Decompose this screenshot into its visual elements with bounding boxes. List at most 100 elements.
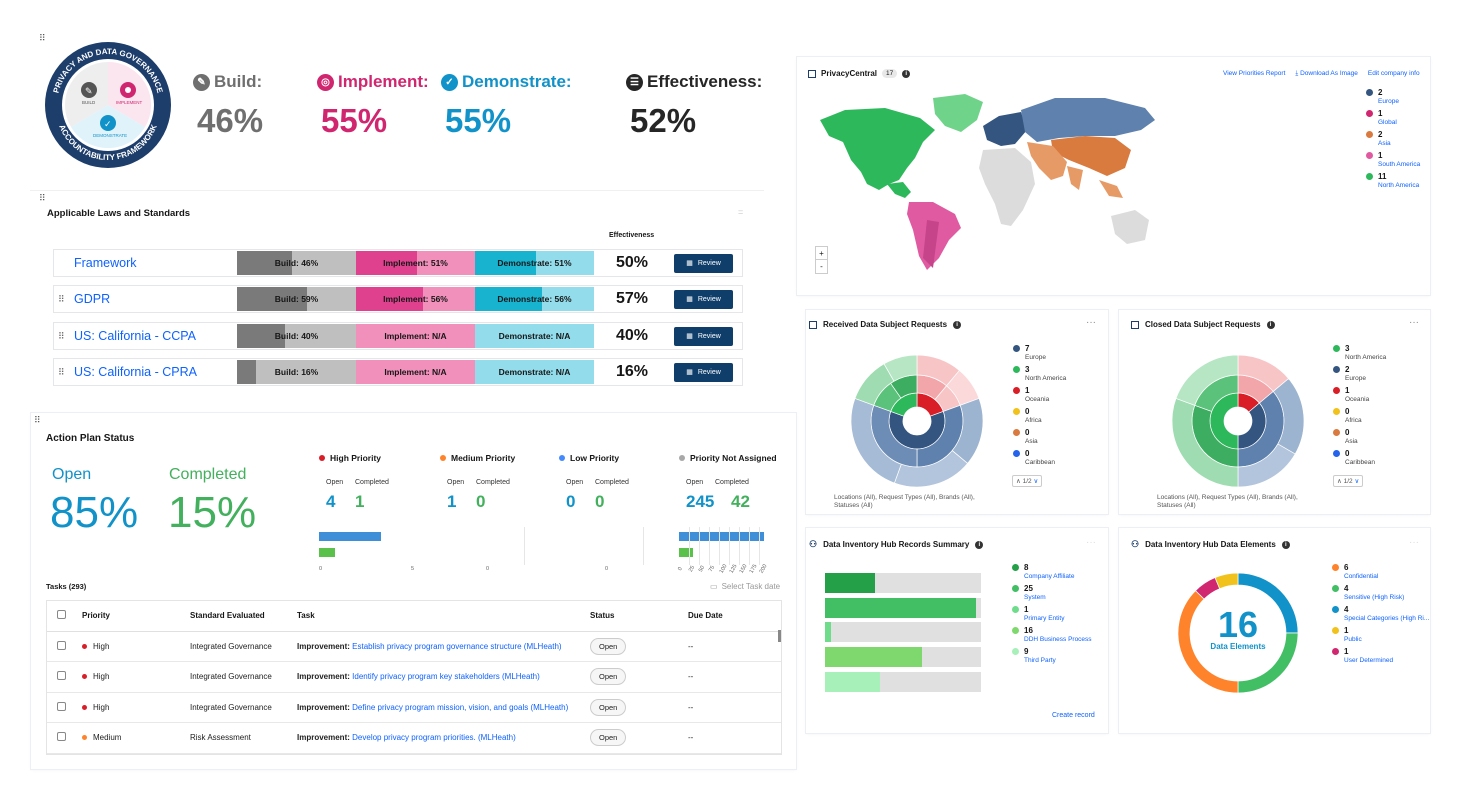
record-bar-track[interactable]	[825, 672, 981, 692]
info-icon[interactable]: i	[953, 320, 962, 329]
status-badge[interactable]: Open	[590, 637, 627, 655]
download-image-link[interactable]: ⤓ Download As Image	[1295, 70, 1358, 77]
status-badge[interactable]: Open	[590, 698, 627, 716]
legend-item[interactable]: 4 Sensitive (High Risk)	[1332, 584, 1429, 601]
legend-item[interactable]: 1 Oceania	[1013, 386, 1066, 403]
info-icon[interactable]: i	[902, 69, 911, 78]
collapse-icon[interactable]: =	[738, 207, 744, 217]
law-name[interactable]: US: California - CCPA	[74, 329, 197, 343]
legend-item[interactable]: 1 Oceania	[1333, 386, 1386, 403]
legend-item[interactable]: 1 Primary Entity	[1012, 605, 1092, 622]
legend-item[interactable]: 2 Asia	[1366, 130, 1420, 147]
legend-item[interactable]: 0 Africa	[1013, 407, 1066, 424]
drag-handle-icon[interactable]: ⠿	[58, 293, 65, 304]
row-checkbox[interactable]	[57, 701, 66, 711]
law-name[interactable]: GDPR	[74, 292, 111, 306]
sunburst-segment[interactable]	[883, 354, 918, 382]
table-row[interactable]: High Integrated Governance Improvement: Id…	[47, 661, 781, 693]
legend-item[interactable]: 0 Africa	[1333, 407, 1386, 424]
record-bar-track[interactable]	[825, 622, 981, 642]
zoom-in-button[interactable]: +	[816, 247, 827, 260]
legend-item[interactable]: 0 Asia	[1013, 428, 1066, 445]
task-link[interactable]: Define privacy program mission, vision, …	[352, 702, 569, 712]
legend-item[interactable]: 3 North America	[1333, 344, 1386, 361]
select-all-checkbox[interactable]	[57, 610, 66, 620]
task-link[interactable]: Develop privacy program priorities. (MLH…	[352, 733, 516, 743]
legend-item[interactable]: 16 DDH Business Process	[1012, 626, 1092, 643]
overflow-menu-icon[interactable]: ···	[1409, 537, 1419, 548]
closed-pager[interactable]: ∧ 1/2 ∨	[1333, 475, 1364, 487]
legend-item[interactable]: 6 Confidential	[1332, 563, 1429, 580]
drag-handle-icon[interactable]: ⠿	[58, 330, 65, 341]
legend-item[interactable]: 8 Company Affiliate	[1012, 563, 1092, 580]
record-bar-track[interactable]	[825, 647, 981, 667]
legend-item[interactable]: 4 Special Categories (High Ri...	[1332, 605, 1429, 622]
law-name[interactable]: US: California - CPRA	[74, 365, 197, 379]
review-button[interactable]: ▦ Review	[674, 253, 733, 273]
drag-handle-icon[interactable]: ⠿	[58, 366, 65, 377]
info-icon[interactable]: i	[975, 540, 984, 549]
info-icon[interactable]: i	[1266, 320, 1275, 329]
view-priorities-link[interactable]: View Priorities Report	[1223, 70, 1286, 77]
record-bar-track[interactable]	[825, 573, 981, 593]
edit-company-link[interactable]: Edit company info	[1367, 70, 1420, 77]
legend-item[interactable]: 0 Caribbean	[1013, 449, 1066, 466]
overflow-menu-icon[interactable]: ···	[1086, 317, 1096, 328]
legend-item[interactable]: 2 Europe	[1333, 365, 1386, 382]
overflow-menu-icon[interactable]: ···	[1086, 537, 1096, 548]
drag-handle-icon[interactable]: ⠿	[34, 416, 41, 426]
col-standard[interactable]: Standard Evaluated	[190, 601, 297, 632]
law-row[interactable]: ⠿ GDPR Build: 59% Implement: 56% Demonstrate…	[53, 285, 743, 313]
review-button[interactable]: ▦ Review	[674, 362, 733, 382]
law-row[interactable]: ⠿ US: California - CCPA Build: 40% Implemen…	[53, 322, 743, 350]
legend-item[interactable]: 2 Europe	[1366, 88, 1420, 105]
law-row[interactable]: ⠿ US: California - CPRA Build: 16% Implemen…	[53, 358, 743, 386]
col-priority[interactable]: Priority	[82, 601, 190, 632]
law-row[interactable]: Framework Build: 46% Implement: 51% Demonst…	[53, 249, 743, 277]
drag-handle-icon[interactable]: ⠿	[39, 194, 46, 204]
legend-item[interactable]: 7 Europe	[1013, 344, 1066, 361]
review-button[interactable]: ▦ Review	[674, 289, 733, 309]
overflow-menu-icon[interactable]: ···	[1409, 317, 1419, 328]
row-checkbox[interactable]	[57, 671, 66, 681]
status-badge[interactable]: Open	[590, 729, 627, 747]
col-due-date[interactable]: Due Date	[688, 601, 781, 632]
task-link[interactable]: Identify privacy program key stakeholder…	[352, 672, 540, 682]
record-bar-fill	[825, 647, 922, 667]
legend-count: 1	[1378, 109, 1383, 118]
drag-handle-icon[interactable]: ⠿	[39, 34, 46, 44]
table-row[interactable]: High Integrated Governance Improvement: Es…	[47, 631, 781, 662]
legend-item[interactable]: 0 Asia	[1333, 428, 1386, 445]
open-count: 1	[447, 492, 457, 511]
row-checkbox[interactable]	[57, 732, 66, 742]
task-link[interactable]: Establish privacy program governance str…	[352, 641, 562, 651]
review-button[interactable]: ▦ Review	[674, 326, 733, 346]
globe-icon: ☰	[626, 73, 643, 91]
col-task[interactable]: Task	[297, 601, 590, 632]
law-effectiveness: 40%	[616, 327, 649, 344]
legend-item[interactable]: 25 System	[1012, 584, 1092, 601]
legend-item[interactable]: 1 South America	[1366, 151, 1420, 168]
legend-item[interactable]: 0 Caribbean	[1333, 449, 1386, 466]
table-scrollbar[interactable]	[778, 630, 781, 642]
sunburst-segment[interactable]	[1214, 573, 1239, 590]
zoom-out-button[interactable]: -	[820, 262, 823, 271]
sunburst-segment[interactable]	[1175, 354, 1239, 406]
col-status[interactable]: Status	[590, 601, 688, 632]
table-row[interactable]: Medium Risk Assessment Improvement: Develo…	[47, 722, 781, 754]
create-record-link[interactable]: Create record	[1052, 712, 1095, 719]
legend-item[interactable]: 1 User Determined	[1332, 647, 1429, 664]
task-date-picker[interactable]: ▭ Select Task date	[710, 582, 781, 591]
received-pager[interactable]: ∧ 1/2 ∨	[1012, 475, 1043, 487]
table-row[interactable]: High Integrated Governance Improvement: De…	[47, 692, 781, 723]
legend-item[interactable]: 1 Global	[1366, 109, 1420, 126]
row-checkbox[interactable]	[57, 640, 66, 650]
status-badge[interactable]: Open	[590, 668, 627, 686]
info-icon[interactable]: i	[1281, 540, 1290, 549]
legend-item[interactable]: 1 Public	[1332, 626, 1429, 643]
legend-item[interactable]: 9 Third Party	[1012, 647, 1092, 664]
legend-item[interactable]: 11 North America	[1366, 172, 1420, 189]
law-name[interactable]: Framework	[74, 256, 137, 270]
legend-item[interactable]: 3 North America	[1013, 365, 1066, 382]
record-bar-track[interactable]	[825, 598, 981, 618]
